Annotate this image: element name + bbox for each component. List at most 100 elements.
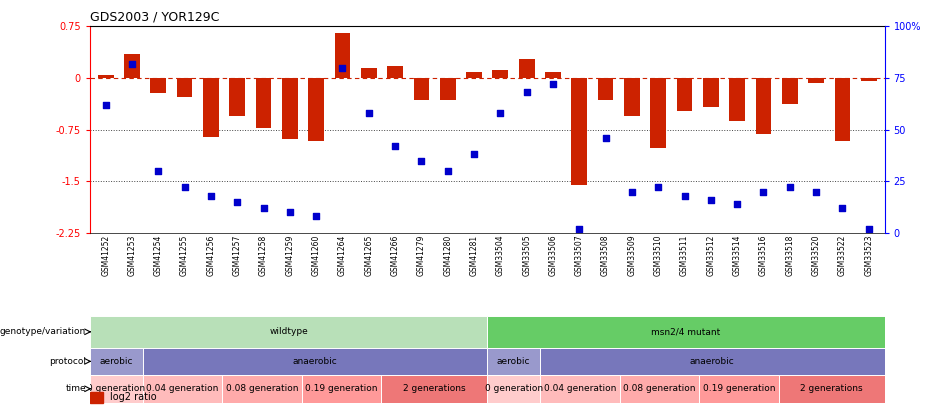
- Bar: [255, 78, 272, 128]
- Point: [756, 188, 771, 195]
- Text: aerobic: aerobic: [497, 357, 531, 366]
- Text: GSM41266: GSM41266: [391, 234, 399, 276]
- Bar: [545, 72, 561, 78]
- Text: log2 ratio: log2 ratio: [111, 392, 157, 403]
- Text: GSM33504: GSM33504: [496, 234, 505, 276]
- Text: msn2/4 mutant: msn2/4 mutant: [651, 327, 721, 336]
- Text: anaerobic: anaerobic: [292, 357, 338, 366]
- Bar: [861, 78, 877, 81]
- Bar: [703, 78, 719, 107]
- Text: GSM33522: GSM33522: [838, 234, 847, 276]
- Point: [861, 226, 876, 232]
- Point: [729, 201, 745, 207]
- Point: [598, 135, 613, 141]
- Bar: [308, 78, 324, 141]
- Text: GSM41259: GSM41259: [286, 234, 294, 276]
- Bar: [571, 78, 587, 185]
- Bar: [834, 78, 850, 141]
- Bar: [335, 33, 350, 78]
- Bar: [699, 375, 779, 403]
- Point: [782, 184, 797, 191]
- Bar: [124, 54, 140, 78]
- Point: [177, 184, 192, 191]
- Text: wildtype: wildtype: [270, 327, 307, 336]
- Text: 2 generations: 2 generations: [403, 384, 465, 393]
- Bar: [650, 78, 666, 148]
- Bar: [381, 375, 487, 403]
- Text: 0.04 generation: 0.04 generation: [147, 384, 219, 393]
- Text: 0.04 generation: 0.04 generation: [544, 384, 616, 393]
- Text: GSM33509: GSM33509: [627, 234, 637, 276]
- Text: GSM41258: GSM41258: [259, 234, 268, 276]
- Point: [493, 110, 508, 116]
- Bar: [222, 375, 302, 403]
- Bar: [756, 78, 771, 134]
- Point: [150, 168, 166, 174]
- Bar: [360, 68, 377, 78]
- Bar: [620, 375, 699, 403]
- Point: [308, 213, 324, 220]
- Point: [335, 64, 350, 71]
- Text: GSM33514: GSM33514: [732, 234, 742, 276]
- Point: [413, 158, 429, 164]
- Bar: [676, 78, 692, 111]
- Bar: [729, 78, 745, 121]
- Bar: [150, 78, 166, 93]
- Text: GSM33505: GSM33505: [522, 234, 531, 276]
- Text: GSM33508: GSM33508: [601, 234, 610, 276]
- Text: GSM41252: GSM41252: [101, 234, 110, 276]
- Bar: [97, 75, 114, 78]
- Point: [440, 168, 455, 174]
- Text: aerobic: aerobic: [99, 357, 133, 366]
- Text: 0 generation: 0 generation: [484, 384, 543, 393]
- Bar: [487, 348, 540, 375]
- Bar: [302, 375, 381, 403]
- Text: GDS2003 / YOR129C: GDS2003 / YOR129C: [90, 11, 219, 24]
- Point: [230, 199, 245, 205]
- Point: [361, 110, 377, 116]
- Text: GSM33523: GSM33523: [865, 234, 873, 276]
- Text: 0.19 generation: 0.19 generation: [306, 384, 377, 393]
- Text: protocol: protocol: [49, 357, 86, 366]
- Bar: [487, 315, 885, 348]
- Point: [519, 89, 534, 96]
- Text: GSM41253: GSM41253: [128, 234, 136, 276]
- Bar: [540, 348, 885, 375]
- Bar: [229, 78, 245, 116]
- Bar: [203, 78, 219, 136]
- Bar: [808, 78, 824, 83]
- Bar: [440, 78, 456, 100]
- Text: GSM33507: GSM33507: [575, 234, 584, 276]
- Text: GSM41257: GSM41257: [233, 234, 242, 276]
- Bar: [493, 70, 508, 78]
- Bar: [540, 375, 620, 403]
- Point: [466, 151, 482, 158]
- Text: 0.08 generation: 0.08 generation: [226, 384, 298, 393]
- Bar: [487, 375, 540, 403]
- Text: 0.19 generation: 0.19 generation: [703, 384, 775, 393]
- Text: 0.08 generation: 0.08 generation: [623, 384, 695, 393]
- Bar: [90, 392, 103, 403]
- Point: [834, 205, 850, 211]
- Point: [546, 81, 561, 87]
- Bar: [779, 375, 885, 403]
- Point: [651, 184, 666, 191]
- Point: [203, 192, 219, 199]
- Point: [703, 197, 718, 203]
- Text: GSM41279: GSM41279: [417, 234, 426, 276]
- Bar: [387, 66, 403, 78]
- Bar: [598, 78, 614, 100]
- Bar: [782, 78, 797, 104]
- Point: [809, 188, 824, 195]
- Text: 2 generations: 2 generations: [800, 384, 863, 393]
- Text: GSM41265: GSM41265: [364, 234, 374, 276]
- Bar: [282, 78, 298, 139]
- Point: [571, 226, 587, 232]
- Text: GSM41260: GSM41260: [311, 234, 321, 276]
- Point: [98, 102, 114, 108]
- Point: [256, 205, 272, 211]
- Point: [624, 188, 639, 195]
- Text: GSM33510: GSM33510: [654, 234, 663, 276]
- Text: GSM41281: GSM41281: [469, 234, 479, 276]
- Point: [388, 143, 403, 149]
